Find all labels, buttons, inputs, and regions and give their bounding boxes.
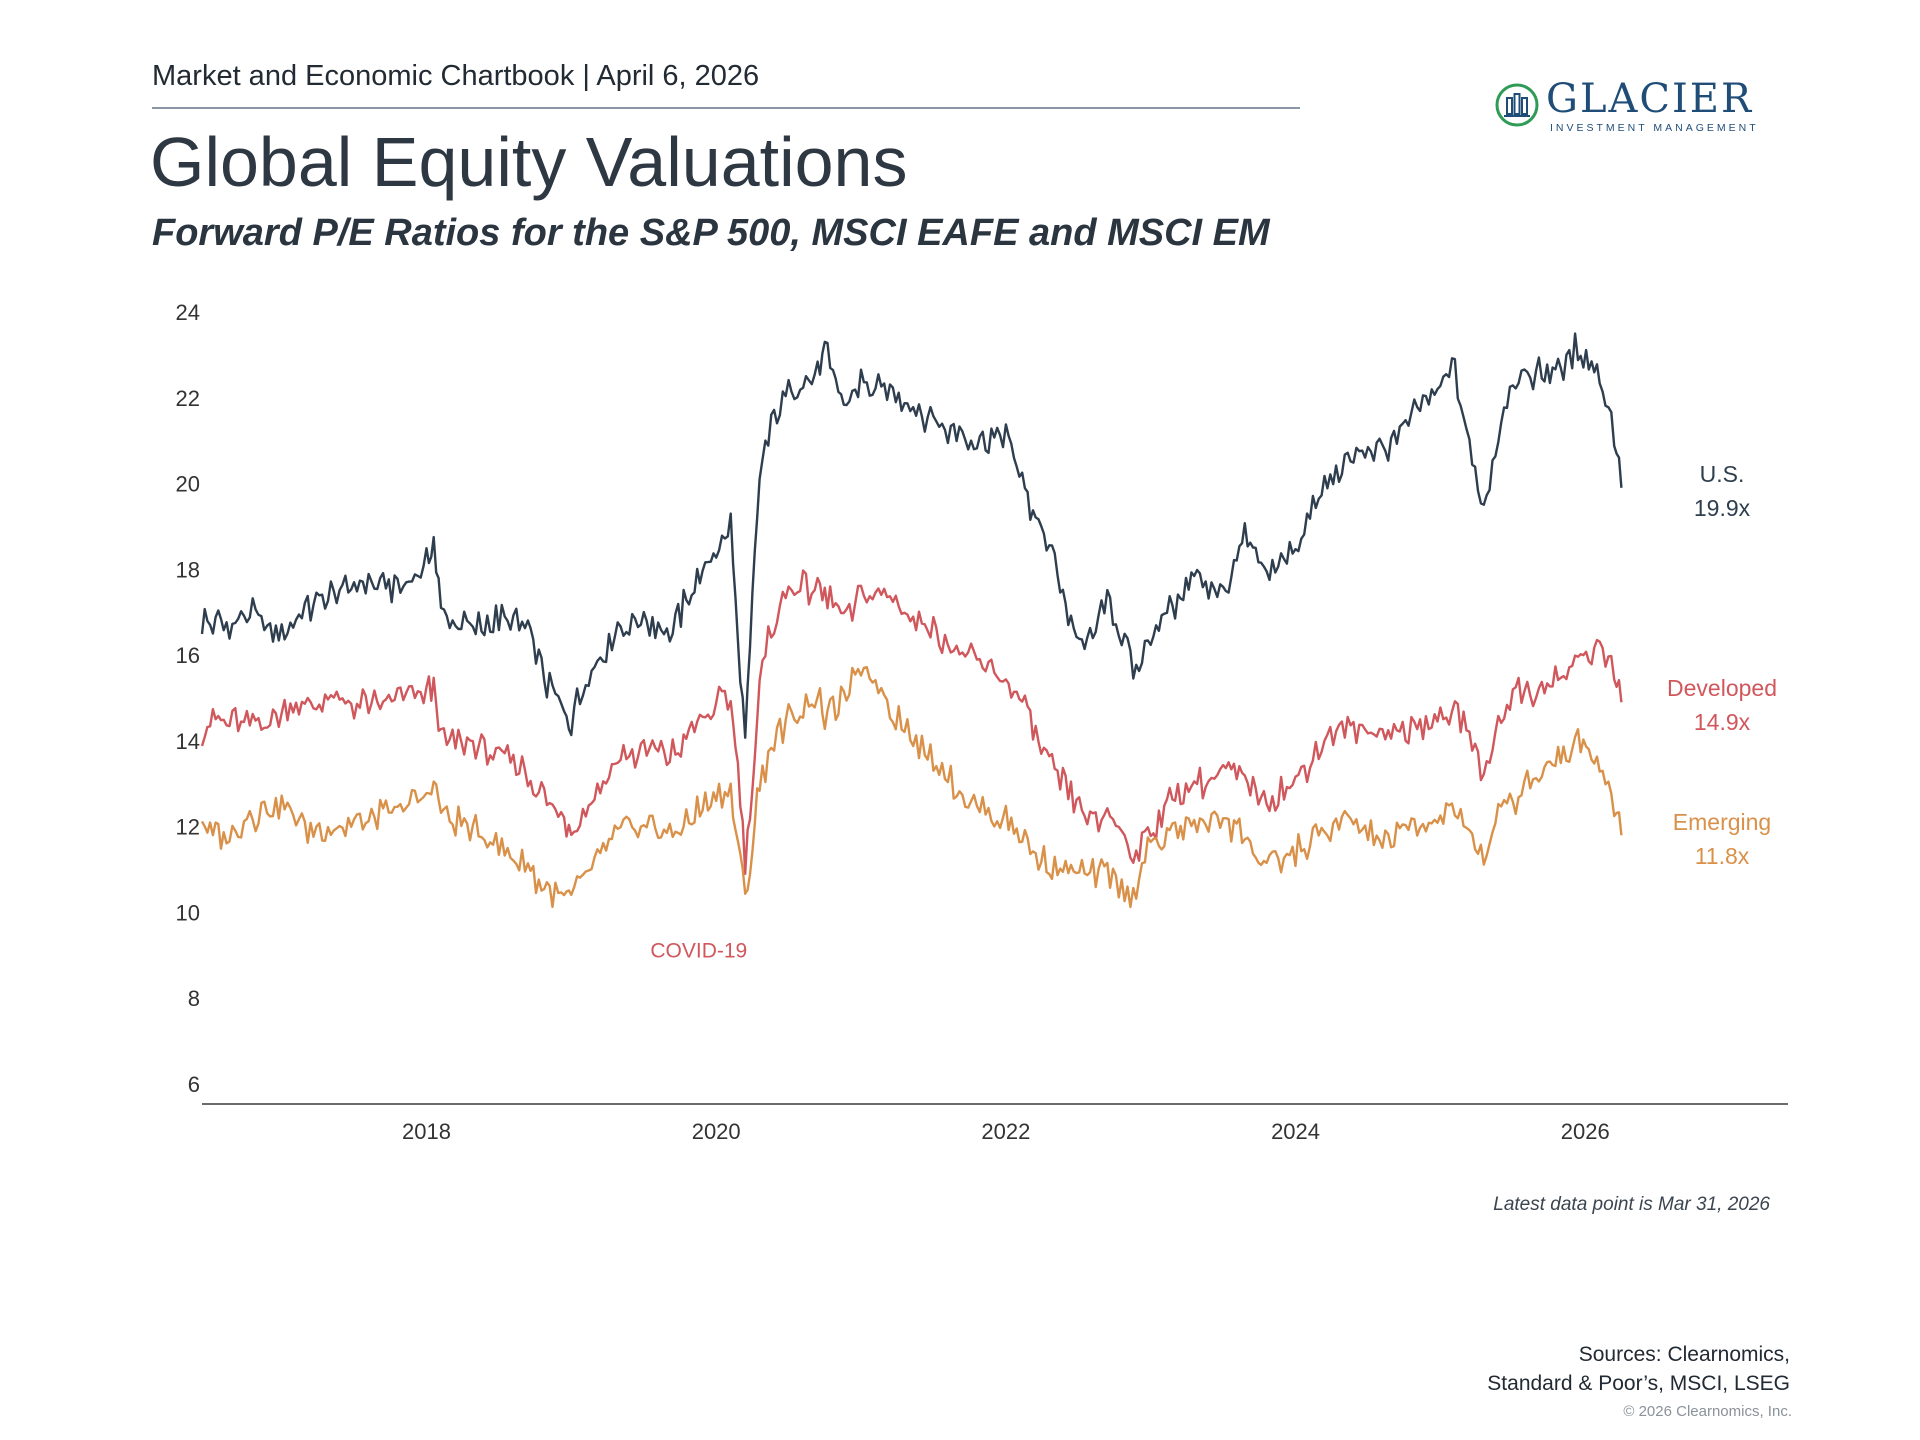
x-tick-label: 2022: [981, 1119, 1030, 1144]
x-tick-label: 2020: [692, 1119, 741, 1144]
header-divider: [152, 107, 1300, 109]
y-tick-label: 6: [188, 1072, 200, 1097]
y-tick-label: 14: [176, 729, 200, 754]
logo-name: GLACIER: [1546, 76, 1754, 122]
series-labels: U.S. 19.9x Developed 14.9x Emerging 11.8x: [1667, 461, 1777, 869]
sources-line-2: Standard & Poor’s, MSCI, LSEG: [1487, 1372, 1790, 1395]
series-end-value-developed: 14.9x: [1694, 709, 1751, 735]
glacier-logo: GLACIER INVESTMENT MANAGEMENT: [1494, 76, 1762, 138]
y-tick-label: 8: [188, 986, 200, 1011]
series-name-developed: Developed: [1667, 675, 1777, 701]
y-tick-label: 12: [176, 815, 200, 840]
x-tick-label: 2026: [1561, 1119, 1610, 1144]
page-subtitle: Forward P/E Ratios for the S&P 500, MSCI…: [152, 212, 1270, 254]
y-axis: 6 8 10 12 14 16 18 20 22 24: [176, 300, 200, 1097]
latest-data-note: Latest data point is Mar 31, 2026: [1493, 1194, 1770, 1215]
series-lines: [200, 332, 1623, 909]
chartbook-header: Market and Economic Chartbook | April 6,…: [152, 60, 760, 92]
series-end-value-us: 19.9x: [1694, 495, 1751, 521]
x-tick-label: 2024: [1271, 1119, 1320, 1144]
series-line-us: [200, 332, 1623, 739]
sources-line-1: Sources: Clearnomics,: [1578, 1343, 1790, 1366]
logo-tagline: INVESTMENT MANAGEMENT: [1550, 122, 1759, 134]
y-tick-label: 16: [176, 643, 200, 668]
page-title: Global Equity Valuations: [150, 123, 908, 201]
annotations: COVID-19: [650, 939, 747, 962]
series-name-us: U.S.: [1700, 461, 1745, 487]
y-tick-label: 22: [176, 386, 200, 411]
sources: Sources: Clearnomics, Standard & Poor’s,…: [1340, 1340, 1790, 1398]
series-line-developed: [200, 569, 1623, 875]
y-tick-label: 24: [176, 300, 200, 325]
y-tick-label: 20: [176, 472, 200, 497]
x-axis: 2018 2020 2022 2024 2026: [202, 1103, 1788, 1144]
covid-annotation: COVID-19: [650, 939, 747, 962]
copyright: © 2026 Clearnomics, Inc.: [1623, 1403, 1792, 1420]
series-end-value-emerging: 11.8x: [1695, 843, 1750, 869]
y-tick-label: 18: [176, 557, 200, 582]
y-tick-label: 10: [176, 900, 200, 925]
glacier-logo-icon: [1495, 83, 1539, 127]
series-name-emerging: Emerging: [1673, 809, 1771, 835]
series-line-emerging: [200, 666, 1623, 909]
x-tick-label: 2018: [402, 1119, 451, 1144]
